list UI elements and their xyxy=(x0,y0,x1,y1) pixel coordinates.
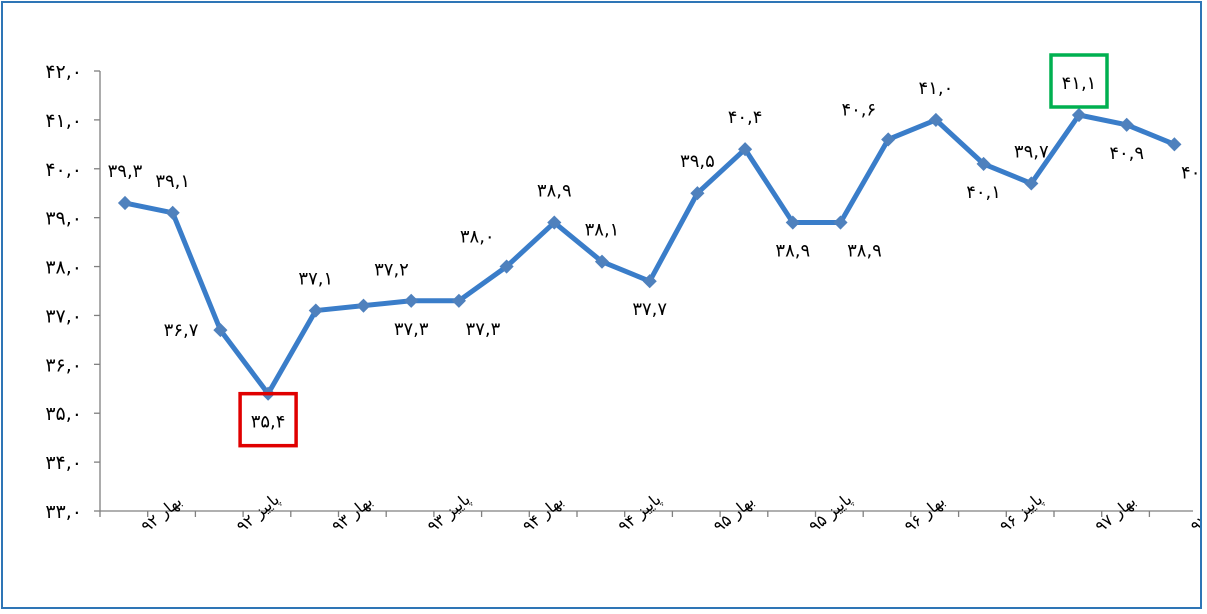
x-tick-label: بهار ۹۳ xyxy=(328,491,377,536)
data-point-marker xyxy=(308,303,323,318)
data-label: ۳۹,۳ xyxy=(108,161,143,182)
data-point-marker xyxy=(213,323,228,338)
data-point-marker xyxy=(976,156,991,171)
data-point-marker xyxy=(928,112,943,127)
y-tick-label: ۳۷,۰ xyxy=(45,305,82,327)
data-label: ۳۷,۳ xyxy=(466,319,501,340)
y-tick-label: ۳۶,۰ xyxy=(45,354,82,376)
min-value-highlight-box xyxy=(238,391,298,448)
data-point-marker xyxy=(499,259,514,274)
data-point-marker xyxy=(785,215,800,230)
data-label: ۴۰,۱ xyxy=(966,182,1001,203)
data-label: ۳۵,۴ xyxy=(251,412,286,433)
data-point-marker xyxy=(642,274,657,289)
y-axis-ticks: ۴۲,۰ ۴۱,۰ ۴۰,۰ ۳۹,۰ ۳۸,۰ ۳۷,۰ ۳۶,۰ ۳۵,۰ ۳۴,۰ ۳۳,۰ xyxy=(45,61,100,523)
data-label: ۴۰,۴ xyxy=(728,107,763,128)
data-label: ۴۱,۱ xyxy=(1062,73,1097,94)
data-label: ۳۸,۰ xyxy=(460,227,495,248)
data-point-marker xyxy=(1119,117,1134,132)
data-label: ۳۸,۹ xyxy=(537,181,572,202)
data-label: ۳۷,۲ xyxy=(374,260,409,281)
data-label: ۳۸,۱ xyxy=(585,220,620,241)
data-labels: ۳۹,۳ ۳۹,۱ ۳۶,۷ ۳۵,۴ ۳۷,۱ ۳۷,۲ ۳۷,۳ ۳۷,۳ ۳۸,۰ ۳۸,۹… xyxy=(108,53,1207,448)
max-value-highlight-box xyxy=(1049,53,1109,109)
data-point-marker xyxy=(738,142,753,157)
y-tick-label: ۴۰,۰ xyxy=(45,159,82,181)
data-label: ۳۹,۷ xyxy=(1014,141,1049,162)
x-tick-label: پاییز ۹۴ xyxy=(614,490,665,537)
data-point-marker xyxy=(117,195,133,211)
data-label: ۳۷,۷ xyxy=(632,299,667,320)
data-point-marker xyxy=(833,215,848,230)
data-label: ۳۹,۵ xyxy=(680,151,715,172)
x-tick-label: بهار ۹۵ xyxy=(710,491,759,536)
x-tick-label: پاییز ۹۲ xyxy=(233,490,284,537)
data-label: ۳۸,۹ xyxy=(775,241,810,262)
data-point-marker xyxy=(356,298,371,313)
data-point-marker xyxy=(881,132,896,147)
data-point-marker xyxy=(1071,107,1087,123)
data-label: ۳۷,۳ xyxy=(394,319,429,340)
x-tick-label: پاییز ۹۷ xyxy=(1187,490,1200,537)
data-point-marker xyxy=(547,215,562,230)
y-tick-label: ۴۲,۰ xyxy=(45,61,82,83)
data-label: ۴۰,۹ xyxy=(1109,143,1144,164)
x-tick-label: پاییز ۹۵ xyxy=(805,490,856,537)
y-tick-label: ۳۹,۰ xyxy=(45,208,82,230)
x-axis-ticks: بهار ۹۲ پاییز ۹۲ بهار ۹۳ پاییز ۹۳ بهار ۹۴ پای… xyxy=(99,490,1207,537)
series-markers xyxy=(117,107,1182,401)
y-tick-label: ۳۴,۰ xyxy=(45,452,82,474)
line-chart: ۴۲,۰ ۴۱,۰ ۴۰,۰ ۳۹,۰ ۳۸,۰ ۳۷,۰ ۳۶,۰ ۳۵,۰ ۳۴,۰ ۳۳,۰… xyxy=(45,53,1207,537)
data-point-marker xyxy=(451,293,466,308)
x-tick-label: بهار ۹۷ xyxy=(1091,491,1140,536)
data-label: ۴۰,۵ xyxy=(1181,162,1200,183)
x-tick-label: پاییز ۹۶ xyxy=(996,490,1047,537)
data-point-marker xyxy=(404,293,419,308)
y-tick-label: ۳۵,۰ xyxy=(45,403,82,425)
x-tick-label: بهار ۹۶ xyxy=(901,491,950,536)
data-point-marker xyxy=(165,205,180,220)
data-label: ۴۱,۰ xyxy=(919,78,954,99)
y-tick-label: ۴۱,۰ xyxy=(45,110,82,132)
axes xyxy=(99,71,1193,512)
x-tick-label: پاییز ۹۳ xyxy=(424,490,475,537)
data-point-marker xyxy=(690,186,705,201)
data-label: ۴۰,۶ xyxy=(841,99,876,120)
data-point-marker xyxy=(594,254,610,269)
x-tick-label: بهار ۹۴ xyxy=(519,491,568,536)
y-tick-label: ۳۳,۰ xyxy=(45,501,82,523)
data-label: ۳۷,۱ xyxy=(298,269,333,290)
data-label: ۳۶,۷ xyxy=(164,320,199,341)
y-tick-label: ۳۸,۰ xyxy=(45,257,82,279)
data-label: ۳۹,۱ xyxy=(155,171,190,192)
data-point-marker xyxy=(1167,137,1182,152)
data-label: ۳۸,۹ xyxy=(847,241,882,262)
x-tick-label: بهار ۹۲ xyxy=(137,491,186,536)
